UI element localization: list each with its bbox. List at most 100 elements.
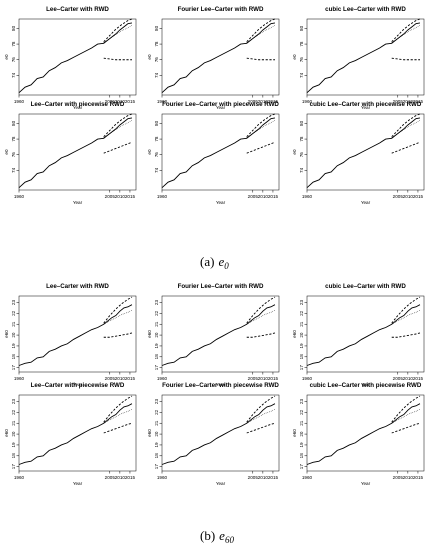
series-upper-bound [246,296,276,324]
figure-caption: (b) e60 [200,528,234,545]
panel-title: Lee–Carter with RWD [46,6,109,13]
y-tick-label: 80 [11,120,16,126]
plot-frame [18,295,137,373]
y-tick-label: 23 [299,300,304,306]
x-tick-label: 1960 [302,475,313,480]
series-forecast [246,309,276,325]
y-tick-label: 78 [11,136,16,142]
x-tick-label: 2005 [248,475,259,480]
series-forecast [103,120,133,138]
series-upper-bound [103,113,133,138]
series-lower-bound [391,422,421,434]
x-tick-label: 2005 [248,99,259,104]
caption-label: (b) [200,528,215,543]
series-observed [161,117,276,188]
y-tick-label: 18 [154,453,159,459]
series-observed [18,304,133,366]
y-tick-label: 18 [11,354,16,360]
caption-symbol: e [219,528,225,543]
y-tick-label: 19 [11,343,16,349]
y-tick-label: 23 [154,399,159,405]
y-axis-label: e60 [292,429,297,437]
series-upper-bound [391,395,421,423]
y-tick-label: 22 [299,310,304,316]
series-lower-bound [391,57,420,61]
x-tick-label: 2015 [413,99,424,104]
panel: Fourier Lee–Carter with piecewise RWD196… [147,101,279,205]
y-tick-label: 74 [299,72,304,78]
x-tick-label: 1960 [302,376,313,381]
y-tick-label: 20 [299,431,304,437]
x-tick-label: 1960 [302,99,313,104]
x-tick-label: 2005 [393,194,404,199]
plot-frame [161,295,280,373]
plot-frame [306,394,425,472]
y-axis-label: e60 [292,330,297,338]
y-tick-label: 78 [154,136,159,142]
x-tick-label: 2005 [393,475,404,480]
x-tick-label: 2010 [115,475,126,480]
y-tick-label: 23 [11,300,16,306]
y-tick-label: 80 [154,120,159,126]
caption-subscript: 60 [225,535,235,545]
x-tick-label: 2005 [105,99,116,104]
y-tick-label: 74 [11,72,16,78]
x-tick-label: 2010 [115,99,126,104]
series-lower-bound [246,141,276,154]
series-lower-bound [246,422,276,434]
series-upper-bound [391,296,421,324]
y-tick-label: 18 [299,453,304,459]
series-observed [18,403,133,465]
y-tick-label: 76 [11,57,16,63]
y-tick-label: 76 [11,152,16,158]
x-tick-label: 2015 [413,475,424,480]
panel-title: Fourier Lee–Carter with piecewise RWD [162,382,279,389]
caption-subscript: 0 [224,261,229,271]
x-tick-label: 1960 [302,194,313,199]
series-observed [161,403,276,465]
y-tick-label: 78 [154,41,159,47]
y-axis-label: e0 [147,54,152,60]
panel-title: Fourier Lee–Carter with RWD [178,283,264,290]
series-upper-bound [246,113,276,138]
series-observed [18,22,133,93]
series-forecast [103,25,133,43]
y-tick-label: 78 [299,41,304,47]
x-axis-label: Year [73,481,83,486]
y-tick-label: 23 [11,399,16,405]
y-axis-label: e0 [292,54,297,60]
series-forecast [391,25,421,43]
series-forecast [391,309,421,325]
panel-title: cubic Lee–Carter with piecewise RWD [310,101,422,108]
plot-frame [306,113,425,191]
y-axis-label: e0 [292,149,297,155]
y-tick-label: 17 [299,464,304,470]
y-tick-label: 21 [154,321,159,327]
plot-frame [18,394,137,472]
series-lower-bound [103,141,133,154]
y-axis-label: e60 [4,429,9,437]
x-axis-label: Year [361,200,371,205]
y-tick-label: 19 [299,343,304,349]
series-observed [161,304,276,366]
y-axis-label: e60 [147,429,152,437]
series-forecast [246,408,276,424]
series-forecast [246,25,276,43]
series-observed [161,22,276,93]
series-lower-bound [246,57,275,61]
y-tick-label: 76 [154,57,159,63]
plot-frame [18,113,137,191]
series-lower-bound [391,332,421,338]
caption-label: (a) [200,254,214,269]
x-axis-label: Year [216,382,226,387]
series-observed [306,117,421,188]
y-tick-label: 17 [299,365,304,371]
y-tick-label: 19 [11,442,16,448]
x-tick-label: 1960 [157,475,168,480]
x-tick-label: 2015 [413,194,424,199]
x-tick-label: 1960 [157,99,168,104]
x-tick-label: 2010 [403,475,414,480]
series-upper-bound [246,395,276,423]
